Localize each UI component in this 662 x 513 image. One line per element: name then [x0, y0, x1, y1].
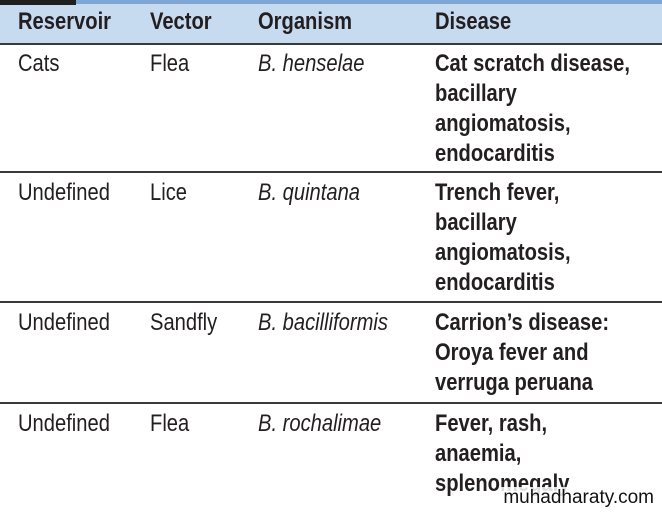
row-divider: [0, 301, 662, 303]
disease-line: endocarditis: [435, 269, 555, 296]
disease-line: Trench fever,: [435, 179, 560, 206]
row-divider: [0, 402, 662, 404]
row-divider: [0, 43, 662, 45]
disease-line: bacillary: [435, 209, 517, 236]
header-cell: Vector: [150, 8, 212, 35]
header-cell: Disease: [435, 8, 512, 35]
disease-line: Oroya fever and: [435, 339, 589, 366]
disease-line: Cat scratch disease,: [435, 50, 630, 77]
top-line: [0, 0, 662, 4]
disease-line: Fever, rash,: [435, 410, 548, 437]
top-tab: [0, 0, 76, 5]
vector-cell: Sandfly: [150, 309, 218, 336]
reservoir-cell: Undefined: [18, 309, 110, 336]
row-divider: [0, 171, 662, 173]
disease-line: endocarditis: [435, 140, 555, 167]
disease-line: angiomatosis,: [435, 239, 571, 266]
vector-cell: Flea: [150, 50, 190, 77]
organism-cell: B. henselae: [258, 50, 365, 77]
header-cell: Organism: [258, 8, 353, 35]
disease-line: bacillary: [435, 80, 517, 107]
organism-cell: B. rochalimae: [258, 410, 382, 437]
header-bg: [0, 0, 662, 44]
watermark: muhadharaty.com: [501, 487, 656, 509]
reservoir-cell: Undefined: [18, 410, 110, 437]
disease-line: anaemia,: [435, 440, 522, 467]
reservoir-cell: Undefined: [18, 179, 110, 206]
header-cell: Reservoir: [18, 8, 112, 35]
reservoir-cell: Cats: [18, 50, 60, 77]
vector-cell: Lice: [150, 179, 187, 206]
disease-line: Carrion’s disease:: [435, 309, 610, 336]
organism-cell: B. bacilliformis: [258, 309, 388, 336]
disease-line: verruga peruana: [435, 369, 593, 396]
vector-cell: Flea: [150, 410, 190, 437]
organism-cell: B. quintana: [258, 179, 361, 206]
disease-line: angiomatosis,: [435, 110, 571, 137]
